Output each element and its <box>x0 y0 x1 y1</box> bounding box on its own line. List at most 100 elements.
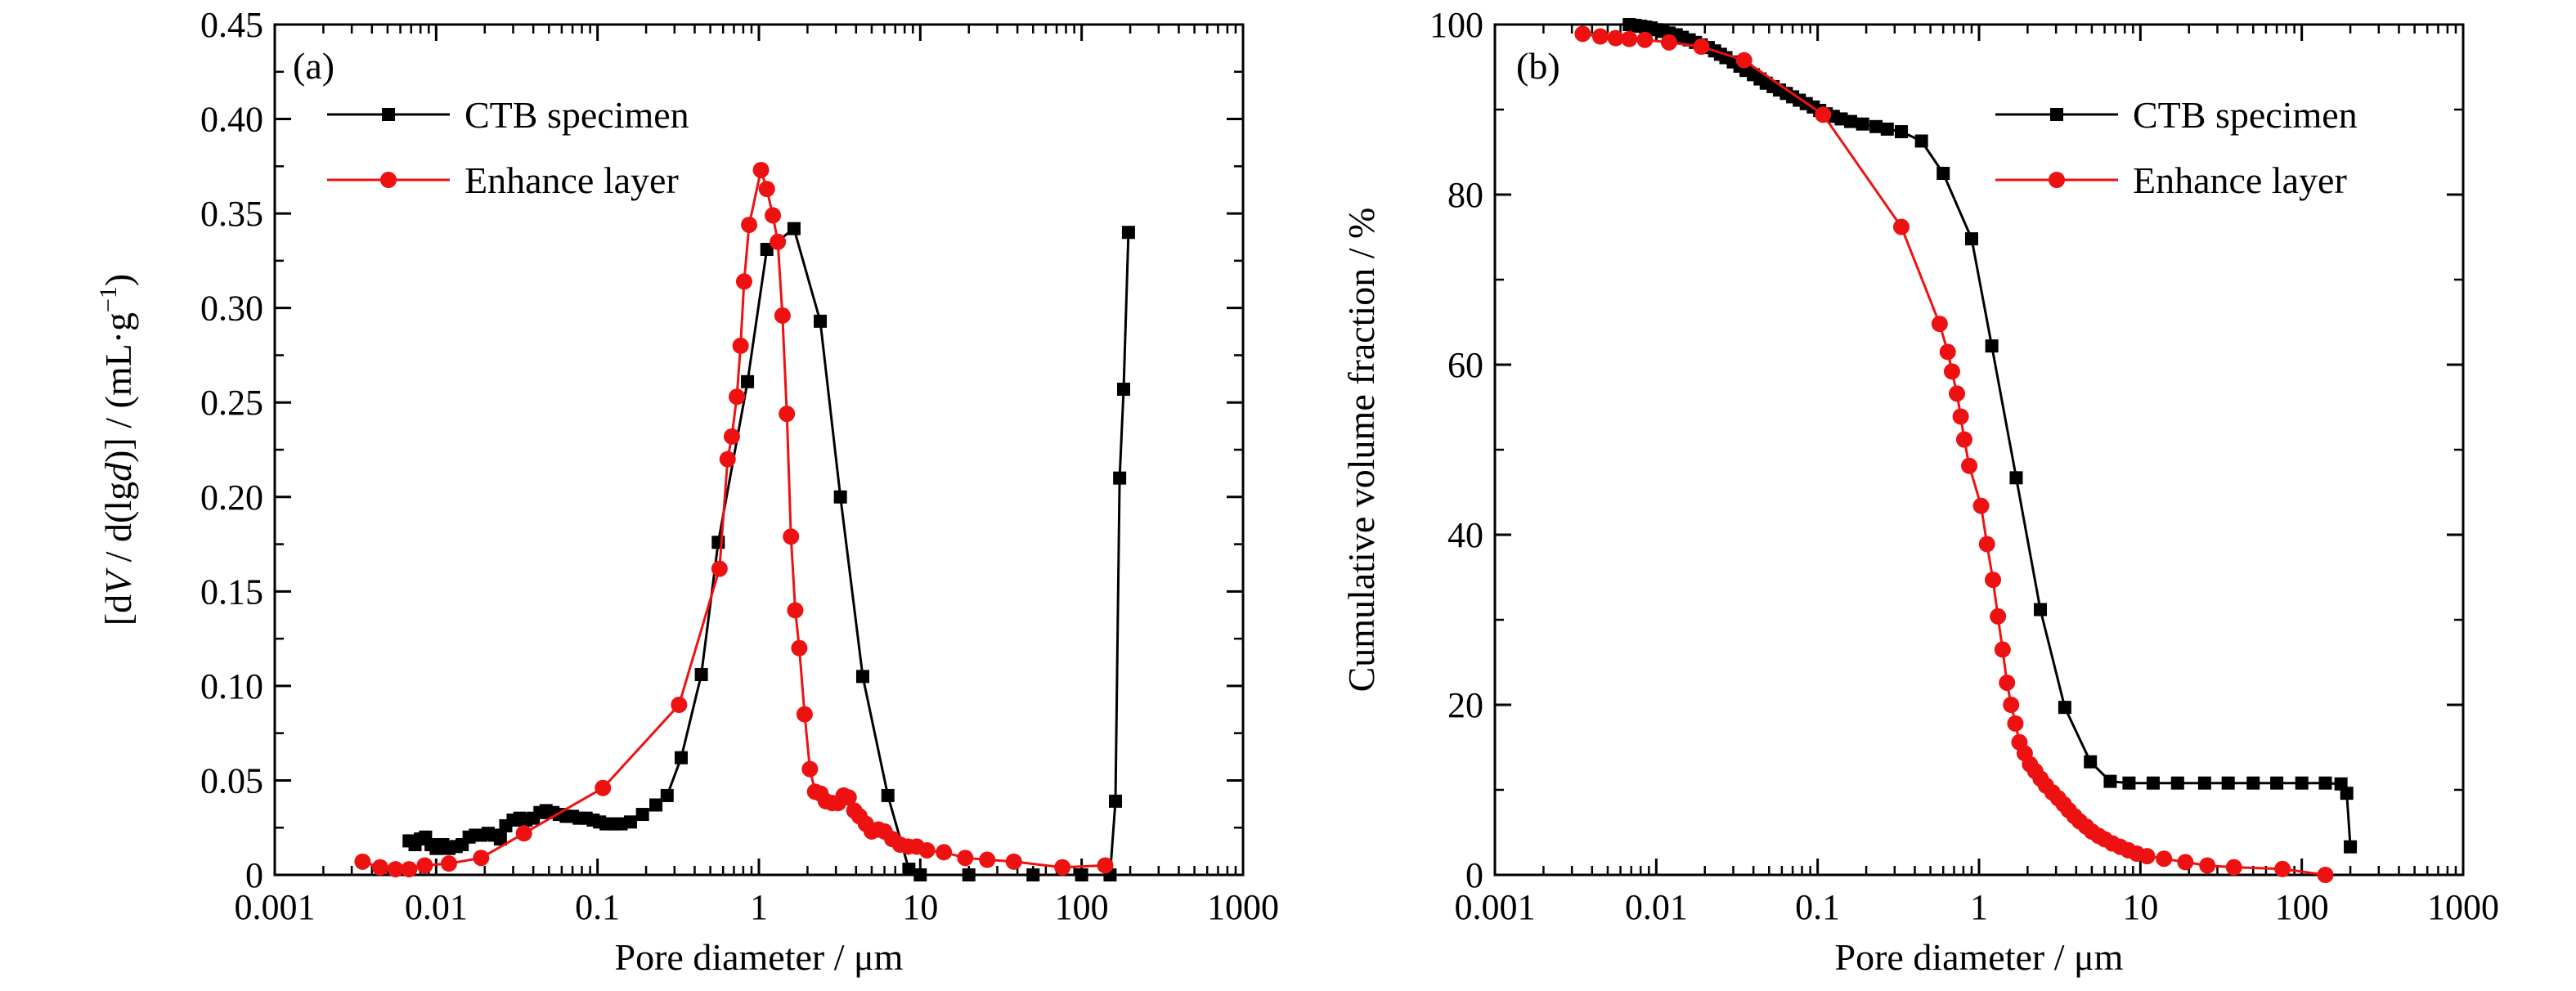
data-point-circle <box>2156 850 2173 868</box>
x-tick-label: 1 <box>750 887 768 927</box>
data-point-circle <box>1994 641 2011 658</box>
legend-label: Enhance layer <box>464 159 679 201</box>
data-point-circle <box>2138 848 2156 865</box>
data-point-circle <box>1978 536 1995 553</box>
data-point-circle <box>440 855 457 872</box>
data-point-square <box>2340 787 2354 800</box>
data-point-square <box>1894 125 1908 139</box>
data-point-square <box>833 490 847 504</box>
series-line <box>361 165 1106 871</box>
data-point-circle <box>2225 859 2242 876</box>
data-point-square <box>2221 776 2235 790</box>
legend-marker-circle <box>380 172 397 188</box>
data-point-circle <box>840 789 857 806</box>
data-point-circle <box>774 307 791 324</box>
data-point-circle <box>1591 28 1609 45</box>
data-point-circle <box>1054 859 1071 876</box>
x-tick-label: 1000 <box>2427 887 2499 927</box>
data-point-square <box>623 815 637 829</box>
data-point-circle <box>2003 697 2020 713</box>
series-line <box>1629 23 2352 847</box>
y-tick-label: 0.25 <box>200 383 263 423</box>
data-point-square <box>1075 868 1088 881</box>
data-point-square <box>913 868 927 881</box>
data-point-square <box>493 832 507 846</box>
data-point-circle <box>979 851 996 868</box>
data-point-square <box>2084 755 2098 769</box>
y-tick-label: 0 <box>1465 855 1483 895</box>
data-point-square <box>1869 119 1883 133</box>
data-point-circle <box>783 528 800 545</box>
data-point-square <box>1109 794 1123 808</box>
data-point-square <box>2146 776 2160 790</box>
x-tick-label: 0.001 <box>1455 887 1536 927</box>
data-point-circle <box>1952 408 1969 425</box>
data-point-square <box>1964 232 1978 246</box>
x-tick-label: 0.1 <box>1795 887 1840 927</box>
data-point-square <box>2318 776 2332 790</box>
data-point-square <box>674 751 688 765</box>
data-point-circle <box>1005 853 1022 870</box>
data-point-square <box>2009 471 2023 485</box>
y-tick-label: 0.40 <box>200 100 263 140</box>
data-point-circle <box>387 861 404 878</box>
data-point-circle <box>1892 218 1910 235</box>
panel-a-x-axis-label: Pore diameter / μm <box>615 936 904 978</box>
x-tick-label: 1000 <box>1207 887 1279 927</box>
data-point-circle <box>1972 497 1990 514</box>
legend-label: CTB specimen <box>464 94 689 136</box>
data-point-circle <box>732 337 749 354</box>
y-tick-label: 0.10 <box>200 666 263 706</box>
data-point-circle <box>515 825 532 842</box>
data-point-circle <box>719 451 736 468</box>
data-point-circle <box>1955 431 1972 448</box>
data-point-circle <box>595 779 612 796</box>
data-point-square <box>1116 383 1130 397</box>
data-point-circle <box>729 388 746 406</box>
panel-a-legend: CTB specimen Enhance layer <box>327 94 689 201</box>
panel-a-y-axis-label: [dV / d(lgd)] / (mL·g−1) <box>95 274 139 626</box>
data-point-square <box>2246 776 2260 790</box>
data-point-circle <box>671 697 688 713</box>
data-point-square <box>1026 868 1040 881</box>
data-point-circle <box>711 560 728 577</box>
data-point-circle <box>1735 52 1752 69</box>
y-tick-label: 0.30 <box>200 289 263 329</box>
y-tick-label: 60 <box>1447 345 1483 385</box>
data-point-circle <box>1693 38 1710 56</box>
x-tick-label: 0.01 <box>405 887 468 927</box>
data-point-square <box>1985 339 1999 353</box>
data-point-square <box>741 374 755 388</box>
data-point-circle <box>787 602 804 619</box>
panel-a-series <box>354 161 1135 881</box>
data-point-circle <box>918 841 936 859</box>
data-point-square <box>814 314 828 328</box>
panel-a-chart: 0.001 0.01 0.1 1 10 100 1000 0 0.05 0.10 0.15 0.20 0… <box>95 5 1279 978</box>
y-tick-label: 0.35 <box>200 194 263 234</box>
panel-b-y-axis-label: Cumulative volume fraction / % <box>1340 208 1382 693</box>
data-point-circle <box>1931 316 1948 333</box>
panel-b-ticks: 0.001 0.01 0.1 1 10 100 1000 0 20 40 60 80 100 <box>1429 5 2499 927</box>
panel-b-plot-frame <box>1493 23 2465 877</box>
data-point-circle <box>2317 867 2334 883</box>
data-point-square <box>2197 776 2211 790</box>
data-point-circle <box>401 861 418 878</box>
data-point-square <box>1936 167 1950 180</box>
data-point-circle <box>1939 343 1956 361</box>
data-point-circle <box>1660 34 1677 51</box>
data-point-square <box>881 788 895 802</box>
data-point-square <box>2034 603 2048 617</box>
data-point-circle <box>371 859 388 876</box>
x-tick-label: 0.1 <box>575 887 620 927</box>
panel-b-chart: 0.001 0.01 0.1 1 10 100 1000 0 20 40 60 80 100 (b) P… <box>1340 5 2499 978</box>
y-tick-label: 100 <box>1429 5 1483 45</box>
legend-label: CTB specimen <box>2133 94 2358 136</box>
data-point-square <box>2058 701 2071 715</box>
data-point-square <box>694 668 708 682</box>
panel-a-label: (a) <box>293 45 334 87</box>
data-point-circle <box>2199 857 2216 874</box>
y-tick-label: 20 <box>1447 685 1483 725</box>
data-point-circle <box>354 853 371 870</box>
panel-b-series <box>1574 18 2358 883</box>
